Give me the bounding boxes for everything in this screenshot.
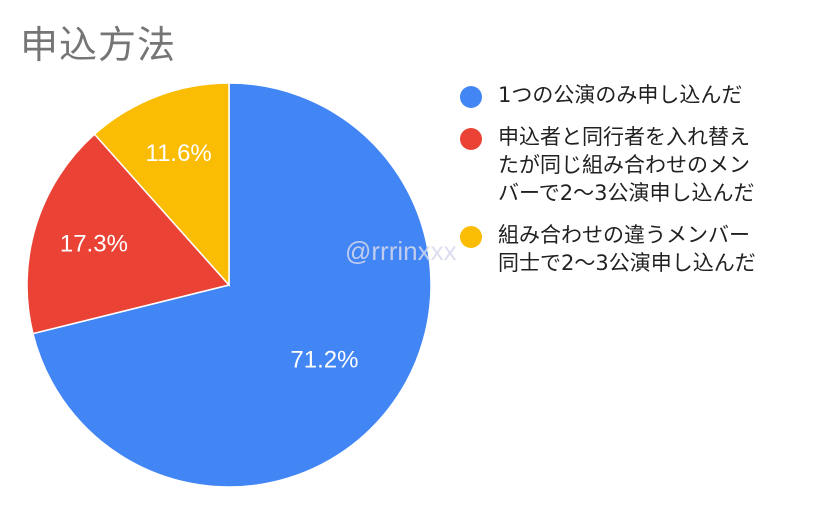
pie-slice-1 bbox=[32, 82, 432, 488]
pie-slice-3 bbox=[93, 82, 230, 287]
pie-slice-label-1: 71.2% bbox=[290, 347, 358, 374]
legend-label: 1つの公演のみ申し込んだ bbox=[498, 83, 743, 107]
legend-item-1: 1つの公演のみ申し込んだ bbox=[456, 81, 828, 109]
pie-slice-label-2: 17.3% bbox=[60, 230, 128, 257]
legend: 1つの公演のみ申し込んだ申込者と同行者を入れ替え たが同じ組み合わせのメン バー… bbox=[456, 81, 828, 291]
legend-dot-icon bbox=[460, 128, 482, 150]
legend-dot-icon bbox=[460, 86, 482, 108]
pie-slice-2 bbox=[26, 133, 231, 335]
legend-dot-icon bbox=[460, 226, 482, 248]
chart-title: 申込方法 bbox=[20, 23, 177, 67]
pie-slices bbox=[26, 82, 432, 488]
legend-item-3: 組み合わせの違うメンバー 同士で2〜3公演申し込んだ bbox=[456, 221, 828, 277]
legend-item-2: 申込者と同行者を入れ替え たが同じ組み合わせのメン バーで2〜3公演申し込んだ bbox=[456, 123, 828, 207]
pie-slice-label-3: 11.6% bbox=[146, 140, 212, 167]
watermark: @rrrinxxx bbox=[345, 236, 457, 266]
legend-label: 組み合わせの違うメンバー 同士で2〜3公演申し込んだ bbox=[498, 223, 756, 275]
legend-label: 申込者と同行者を入れ替え たが同じ組み合わせのメン バーで2〜3公演申し込んだ bbox=[498, 125, 755, 205]
pie-labels: 71.2% 17.3% 11.6% bbox=[60, 140, 359, 374]
